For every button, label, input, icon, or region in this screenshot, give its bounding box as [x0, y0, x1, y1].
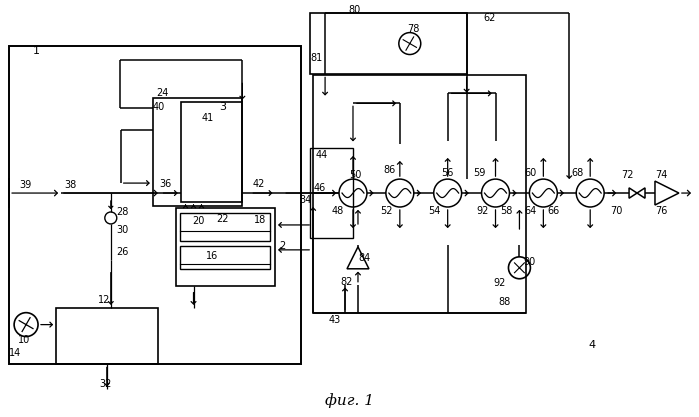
Text: 86: 86	[384, 165, 396, 175]
Bar	[56, 308, 158, 364]
Text: 18: 18	[254, 215, 266, 225]
Text: 59: 59	[473, 168, 486, 178]
Text: 72: 72	[621, 170, 633, 180]
Text: 40: 40	[152, 102, 165, 112]
Text: 92: 92	[476, 206, 489, 216]
Text: 74: 74	[655, 170, 667, 180]
Text: 58: 58	[500, 206, 512, 216]
Bar	[310, 13, 467, 75]
Text: 84: 84	[359, 253, 371, 263]
Text: 10: 10	[18, 334, 30, 344]
Text: 26: 26	[117, 247, 129, 257]
Bar	[313, 75, 526, 313]
Text: 12: 12	[98, 295, 110, 305]
Bar	[9, 45, 301, 364]
Text: 54: 54	[428, 206, 441, 216]
Text: 76: 76	[655, 206, 667, 216]
Text: 70: 70	[610, 206, 622, 216]
Bar	[180, 213, 271, 241]
Text: 22: 22	[216, 214, 229, 224]
Text: 80: 80	[349, 5, 361, 15]
Text: 68: 68	[571, 168, 584, 178]
Text: 34: 34	[299, 195, 311, 205]
Text: 4: 4	[589, 339, 596, 349]
Text: 43: 43	[329, 315, 341, 324]
Text: 24: 24	[157, 88, 169, 98]
Text: 1: 1	[33, 45, 40, 55]
Text: 46: 46	[314, 183, 326, 193]
Text: 92: 92	[493, 278, 505, 288]
Text: 82: 82	[341, 277, 353, 287]
Text: 14: 14	[9, 347, 21, 357]
Text: 90: 90	[524, 257, 535, 267]
Text: 41: 41	[201, 113, 214, 123]
Text: 38: 38	[65, 180, 77, 190]
Bar	[180, 246, 271, 269]
Text: 50: 50	[349, 170, 361, 180]
Text: 44: 44	[316, 150, 329, 160]
Text: 64: 64	[524, 206, 537, 216]
Text: 56: 56	[442, 168, 454, 178]
Text: 88: 88	[498, 296, 510, 306]
Text: 81: 81	[310, 53, 322, 63]
Text: 60: 60	[524, 168, 537, 178]
Bar	[310, 148, 353, 238]
Text: 32: 32	[100, 379, 112, 389]
Text: 20: 20	[192, 216, 205, 226]
Text: 78: 78	[408, 24, 420, 34]
Text: 28: 28	[117, 207, 129, 217]
Bar	[175, 208, 275, 286]
Text: 3: 3	[219, 102, 226, 112]
Text: фиг. 1: фиг. 1	[324, 394, 373, 408]
Bar	[152, 98, 243, 206]
Text: 52: 52	[381, 206, 393, 216]
Text: 16: 16	[206, 251, 219, 261]
Text: 30: 30	[117, 225, 129, 235]
Text: 48: 48	[332, 206, 344, 216]
Text: 39: 39	[19, 180, 31, 190]
Text: 66: 66	[547, 206, 559, 216]
Text: 62: 62	[483, 13, 496, 23]
Text: 36: 36	[159, 179, 172, 189]
Text: 2: 2	[279, 241, 285, 251]
Text: 42: 42	[252, 179, 264, 189]
Bar	[180, 102, 243, 202]
